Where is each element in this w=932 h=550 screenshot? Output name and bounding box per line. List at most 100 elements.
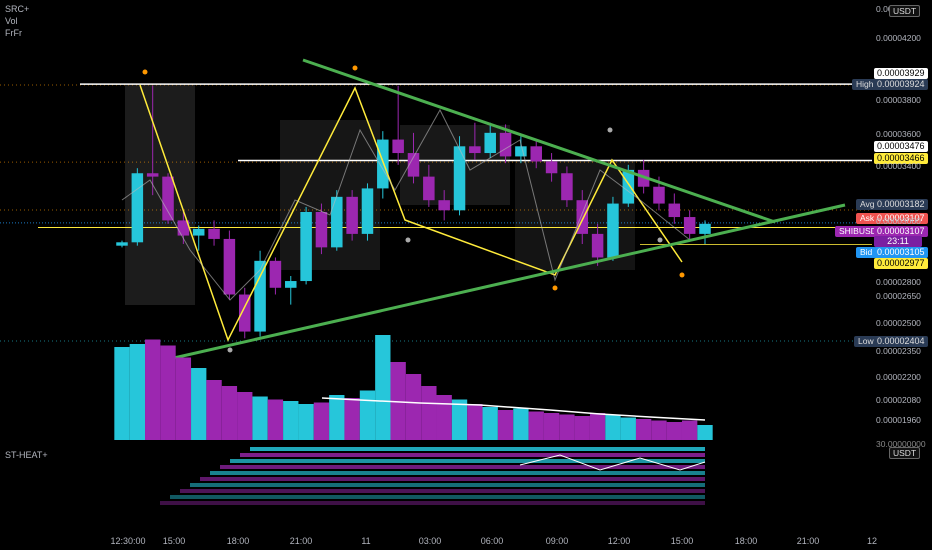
x-axis-tick: 15:00: [670, 536, 694, 546]
volume-bar: [375, 335, 391, 440]
candle-body: [653, 186, 665, 204]
candle-body: [484, 132, 496, 154]
candle-body: [545, 161, 558, 174]
signal-marker: [227, 347, 233, 353]
volume-bar: [160, 345, 176, 440]
volume-bar: [405, 374, 422, 440]
avg-label: Avg: [856, 199, 879, 210]
heatmap-band: [220, 465, 705, 469]
price-unit-button[interactable]: USDT: [889, 5, 921, 17]
level-tag-2977: 0.00002977: [874, 258, 928, 269]
volume-bar: [697, 425, 713, 440]
volume-bar: [635, 419, 652, 440]
candle-body: [208, 228, 220, 239]
volume-bar: [666, 422, 682, 440]
low-label: Low: [854, 336, 878, 347]
volume-bar: [283, 401, 299, 440]
volume-bar: [421, 386, 437, 440]
volume-bar: [528, 411, 544, 440]
candle-countdown: 23:11: [874, 236, 922, 247]
candle-body: [576, 200, 589, 234]
x-axis-tick: 12: [866, 536, 878, 546]
volume-ma-line: [321, 397, 706, 421]
candle-body: [162, 176, 174, 221]
symbol-label: SHIBUSDT: [835, 226, 886, 237]
volume-bar: [298, 404, 314, 440]
volume-bar: [114, 347, 130, 440]
volume-bar: [390, 362, 406, 440]
volume-bar: [436, 395, 452, 440]
volume-bar: [451, 399, 468, 440]
candle-body: [469, 146, 481, 154]
volume-bar: [237, 392, 253, 440]
candle-body: [607, 203, 619, 258]
x-axis-tick: 03:00: [418, 536, 442, 546]
indicator-frfr-label[interactable]: FrFr: [5, 28, 22, 38]
ask-label: Ask: [856, 213, 879, 224]
signal-marker: [352, 65, 358, 71]
volume-bar: [605, 414, 621, 440]
ascending-trendline: [164, 203, 846, 362]
candle-body: [453, 146, 466, 211]
candle-body: [438, 200, 450, 211]
axis-top-value: 0.00: [876, 4, 893, 14]
volume-bar: [267, 399, 284, 440]
candle-body: [683, 217, 696, 234]
heat-top-value: 30.00000000: [876, 439, 926, 449]
symbol-value: 0.00003107: [874, 226, 928, 237]
signal-marker: [552, 285, 558, 291]
candle-body: [346, 196, 358, 234]
indicator-heat-label[interactable]: ST-HEAT+: [5, 450, 48, 460]
volume-bar: [344, 398, 360, 440]
volume-bar: [191, 368, 207, 440]
signal-marker: [607, 127, 613, 133]
candle-body: [561, 173, 573, 201]
candle-body: [223, 238, 236, 295]
y-axis-tick: 0.00003400: [876, 161, 921, 171]
x-axis-tick: 12:30:00: [110, 536, 146, 546]
volume-bar: [145, 339, 161, 440]
x-axis-tick: 11: [361, 536, 371, 546]
candle-body: [238, 294, 251, 332]
heatmap-band: [190, 483, 705, 487]
volume-bar: [359, 390, 376, 440]
heatmap-band: [200, 477, 705, 481]
volume-bar: [651, 420, 667, 440]
candle-body: [392, 139, 404, 154]
candle-body: [361, 188, 374, 234]
level-tag-3466: 0.00003466: [874, 153, 928, 164]
candle-body: [146, 173, 159, 177]
low-value: 0.00002404: [874, 336, 928, 347]
zigzag-line: [139, 84, 683, 342]
indicator-src-label[interactable]: SRC+: [5, 4, 30, 14]
candle-body: [423, 176, 435, 201]
heatmap-band: [180, 489, 705, 493]
volume-bar: [482, 407, 498, 440]
signal-marker: [405, 237, 411, 243]
descending-trendline: [302, 58, 776, 224]
y-axis-tick: 0.00003800: [876, 95, 921, 105]
level-tag-3929: 0.00003929: [874, 68, 928, 79]
x-axis-tick: 21:00: [289, 536, 313, 546]
candle-body: [192, 228, 205, 236]
y-axis-tick: 0.00002080: [876, 395, 921, 405]
volume-bar: [175, 357, 192, 440]
indicator-vol-label[interactable]: Vol: [5, 16, 18, 26]
high-label: High: [852, 79, 878, 90]
candle-body: [622, 169, 635, 204]
candle-body: [177, 220, 190, 236]
x-axis-tick: 12:00: [607, 536, 631, 546]
x-axis-tick: 21:00: [796, 536, 820, 546]
volume-bar: [681, 420, 698, 440]
volume-bar: [589, 413, 606, 440]
signal-marker: [657, 237, 663, 243]
heat-unit-button[interactable]: USDT: [889, 447, 921, 459]
y-axis-tick: 0.00002500: [876, 318, 921, 328]
candle-body: [254, 260, 266, 332]
x-axis-tick: 15:00: [162, 536, 186, 546]
volume-bar: [574, 416, 590, 440]
y-axis-tick: 0.00002350: [876, 346, 921, 356]
candle-body: [591, 233, 604, 258]
swing-line: [121, 108, 691, 301]
